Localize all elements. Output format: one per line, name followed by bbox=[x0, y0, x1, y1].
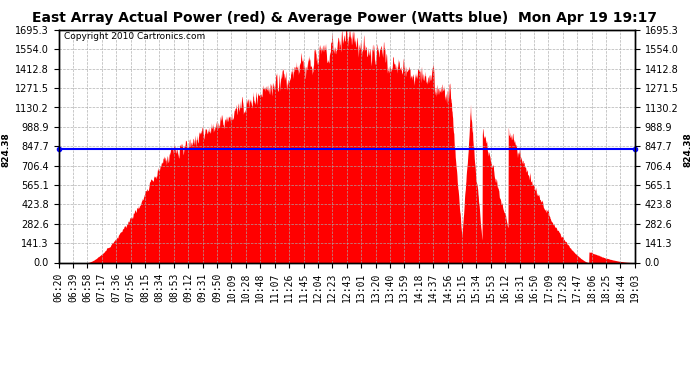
Text: East Array Actual Power (red) & Average Power (Watts blue)  Mon Apr 19 19:17: East Array Actual Power (red) & Average … bbox=[32, 11, 658, 25]
Text: 824.38: 824.38 bbox=[683, 132, 690, 167]
Text: 824.38: 824.38 bbox=[1, 132, 10, 167]
Text: Copyright 2010 Cartronics.com: Copyright 2010 Cartronics.com bbox=[64, 32, 206, 41]
